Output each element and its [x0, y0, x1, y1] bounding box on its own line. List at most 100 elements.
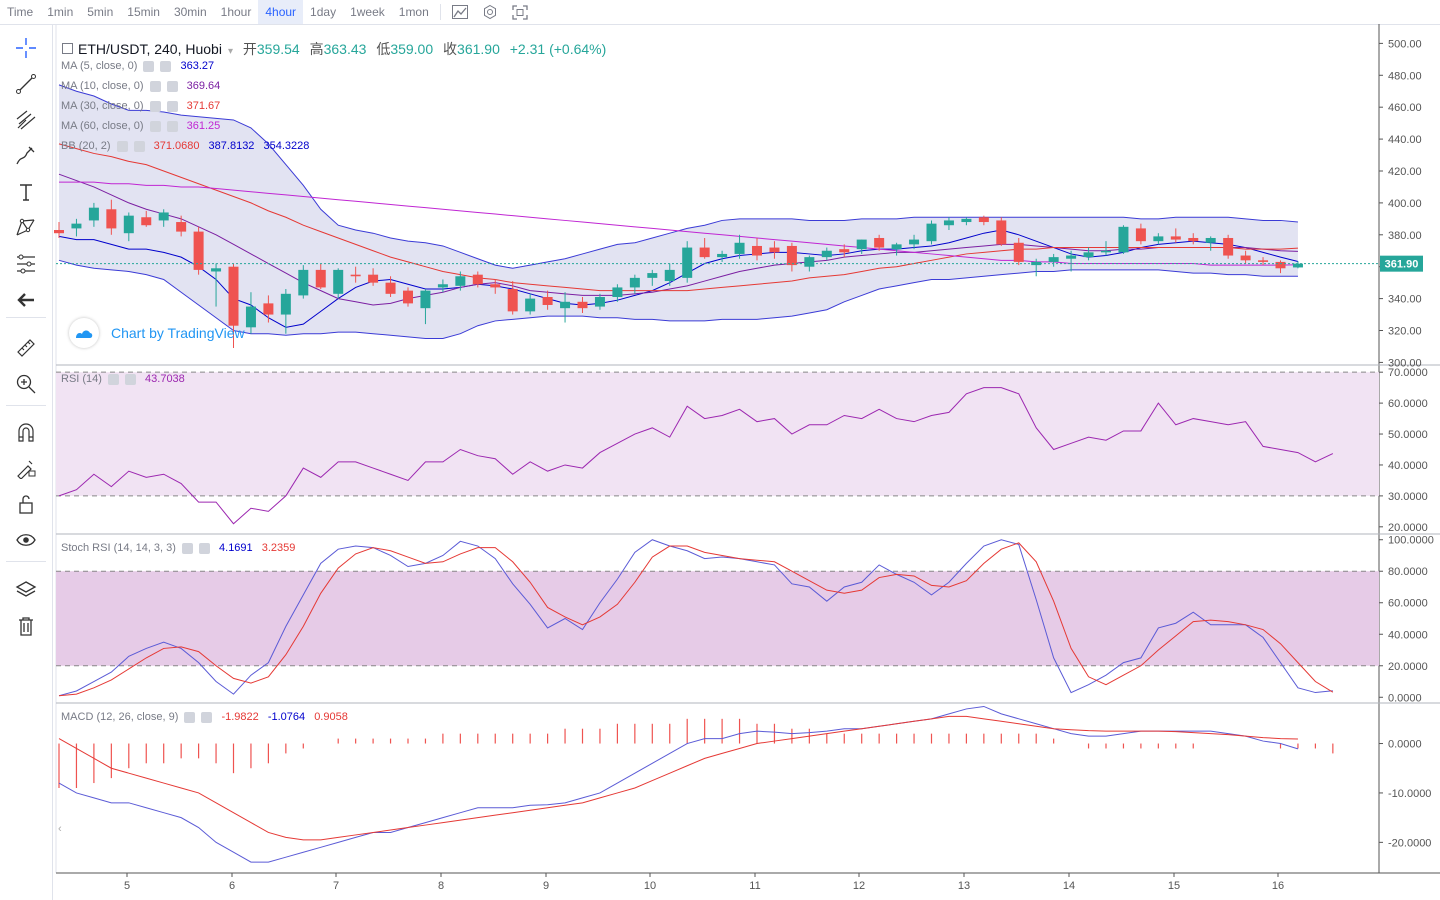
- bb-legend: BB (20, 2) 371.0680 387.8132 354.3228: [61, 140, 315, 152]
- high-label: 高: [309, 41, 324, 57]
- candle: [333, 268, 344, 299]
- stoch-settings-icon[interactable]: [181, 542, 193, 554]
- interval-4hour[interactable]: 4hour: [258, 0, 304, 24]
- ma30-settings-icon[interactable]: [149, 100, 161, 112]
- ma-line-3: [58, 143, 1298, 292]
- lock-drawing-icon[interactable]: [13, 455, 39, 481]
- rsi-axis-tick-label: 40.0000: [1388, 460, 1428, 472]
- stoch-k-value: 4.1691: [219, 542, 253, 554]
- ma5-remove-icon[interactable]: [160, 60, 172, 72]
- candle: [455, 271, 466, 291]
- candle: [629, 274, 640, 294]
- scroll-left-chevron-icon[interactable]: ‹: [58, 823, 62, 835]
- interval-5min[interactable]: 5min: [87, 5, 114, 19]
- candle: [821, 247, 832, 261]
- candle-body: [856, 239, 867, 250]
- price-axis-tick-label: 500.00: [1388, 38, 1422, 50]
- candle: [542, 290, 553, 310]
- candle: [263, 295, 274, 323]
- candle: [943, 217, 954, 231]
- price-axis-tick-label: 400.00: [1388, 198, 1422, 210]
- crosshair-icon[interactable]: [13, 35, 39, 61]
- time-axis-tick-label: 9: [543, 880, 549, 892]
- stoch-remove-icon[interactable]: [198, 542, 210, 554]
- trash-icon[interactable]: [13, 613, 39, 639]
- interval-15min[interactable]: 15min: [127, 5, 160, 19]
- candle: [315, 263, 326, 290]
- candle: [403, 287, 413, 307]
- candle: [193, 226, 204, 275]
- sidebar-divider: [6, 561, 46, 562]
- rsi-axis-tick-label: 70.0000: [1388, 367, 1428, 379]
- candle: [54, 222, 64, 238]
- interval-1week[interactable]: 1week: [350, 5, 385, 19]
- trend-line-icon[interactable]: [13, 71, 39, 97]
- back-arrow-icon[interactable]: [13, 287, 39, 313]
- rsi-axis-tick-label: 30.0000: [1388, 491, 1428, 503]
- fullscreen-icon[interactable]: [509, 3, 531, 21]
- candle-body: [228, 266, 239, 326]
- ma30-remove-icon[interactable]: [166, 100, 178, 112]
- candle: [769, 241, 780, 259]
- last-price-label: 361.90: [1385, 259, 1419, 271]
- interval-1mon[interactable]: 1mon: [398, 5, 429, 19]
- rsi-settings-icon[interactable]: [107, 373, 119, 385]
- interval-time[interactable]: Time: [7, 5, 34, 19]
- prediction-icon[interactable]: [13, 251, 39, 277]
- ma30-label: MA (30, close, 0): [61, 100, 144, 112]
- bb-settings-icon[interactable]: [116, 140, 128, 152]
- layers-icon[interactable]: [13, 577, 39, 603]
- interval-1hour[interactable]: 1hour: [220, 5, 252, 19]
- symbol-checkbox-icon[interactable]: [62, 43, 73, 54]
- candle: [1170, 228, 1181, 243]
- bb-band-fill: [59, 84, 1298, 339]
- rsi-remove-icon[interactable]: [124, 373, 136, 385]
- pattern-icon[interactable]: [13, 215, 39, 241]
- ma60-settings-icon[interactable]: [149, 120, 161, 132]
- macd-axis-tick-label: -10.0000: [1388, 788, 1431, 800]
- pitchfork-icon[interactable]: [13, 107, 39, 133]
- brush-icon[interactable]: [13, 143, 39, 169]
- candle: [682, 241, 693, 283]
- ma10-settings-icon[interactable]: [149, 80, 161, 92]
- candle-body: [1135, 228, 1146, 242]
- price-axis-tick-label: 320.00: [1388, 326, 1422, 338]
- candle: [1118, 225, 1129, 254]
- zoom-in-icon[interactable]: [13, 371, 39, 397]
- settings-icon[interactable]: [479, 3, 501, 21]
- candle-body: [1188, 237, 1199, 242]
- candle: [839, 244, 850, 258]
- lock-icon[interactable]: [13, 491, 39, 517]
- price-axis-tick-label: 300.00: [1388, 357, 1422, 369]
- candle-body: [612, 287, 623, 298]
- rsi-legend: RSI (14) 43.7038: [61, 373, 191, 385]
- candle-body: [106, 209, 117, 229]
- candle-body: [1066, 255, 1077, 259]
- text-icon[interactable]: [13, 179, 39, 205]
- ma5-settings-icon[interactable]: [143, 60, 155, 72]
- ma60-remove-icon[interactable]: [166, 120, 178, 132]
- interval-30min[interactable]: 30min: [173, 5, 207, 19]
- chart-type-icon[interactable]: [449, 3, 471, 21]
- ruler-icon[interactable]: [13, 335, 39, 361]
- interval-1min[interactable]: 1min: [47, 5, 74, 19]
- magnet-icon[interactable]: [13, 419, 39, 445]
- interval-1day[interactable]: 1day: [310, 5, 337, 19]
- macd-line: [58, 705, 1299, 863]
- candle-body: [996, 220, 1007, 245]
- macd-settings-icon[interactable]: [184, 711, 196, 723]
- ma5-label: MA (5, close, 0): [61, 60, 138, 72]
- symbol-dropdown-icon[interactable]: ▾: [227, 46, 233, 57]
- chart-canvas[interactable]: 300.00320.00340.00360.00380.00400.00420.…: [52, 24, 1440, 900]
- macd-remove-icon[interactable]: [201, 711, 213, 723]
- time-axis-tick-label: 10: [644, 880, 656, 892]
- candle-body: [245, 306, 256, 328]
- bb-remove-icon[interactable]: [133, 140, 145, 152]
- candle-body: [123, 215, 134, 234]
- eye-icon[interactable]: [13, 527, 39, 553]
- ma10-remove-icon[interactable]: [166, 80, 178, 92]
- tradingview-watermark[interactable]: Chart by TradingView: [69, 318, 245, 348]
- ma30-value: 371.67: [186, 100, 221, 112]
- macd-legend: MACD (12, 26, close, 9) -1.9822 -1.0764 …: [61, 711, 354, 723]
- candle-body: [577, 301, 588, 309]
